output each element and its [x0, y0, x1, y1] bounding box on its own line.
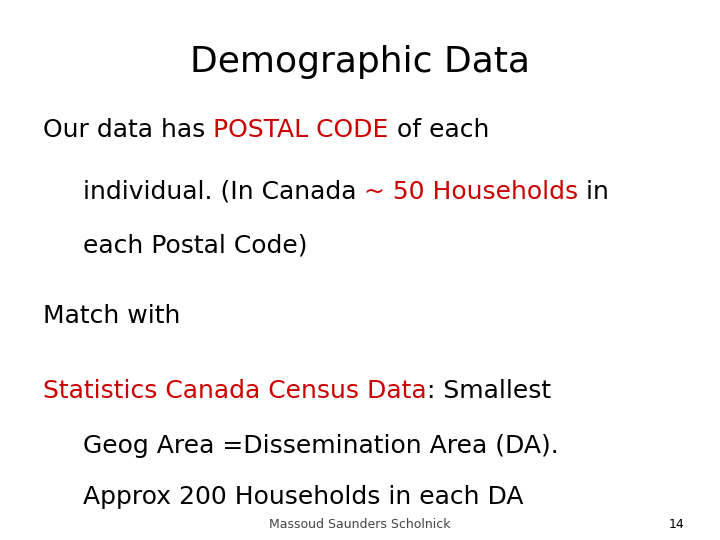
Text: Statistics Canada Census Data: Statistics Canada Census Data — [43, 380, 427, 403]
Text: each Postal Code): each Postal Code) — [83, 234, 307, 258]
Text: Our data has: Our data has — [43, 118, 213, 141]
Text: Geog Area =Dissemination Area (DA).: Geog Area =Dissemination Area (DA). — [83, 434, 559, 457]
Text: individual. (In Canada: individual. (In Canada — [83, 180, 364, 204]
Text: : Smallest: : Smallest — [427, 380, 551, 403]
Text: ~ 50 Households: ~ 50 Households — [364, 180, 578, 204]
Text: Massoud Saunders Scholnick: Massoud Saunders Scholnick — [269, 518, 451, 531]
Text: Match with: Match with — [43, 304, 181, 328]
Text: Approx 200 Households in each DA: Approx 200 Households in each DA — [83, 485, 523, 509]
Text: of each: of each — [389, 118, 489, 141]
Text: 14: 14 — [668, 518, 684, 531]
Text: in: in — [578, 180, 609, 204]
Text: Demographic Data: Demographic Data — [190, 45, 530, 79]
Text: POSTAL CODE: POSTAL CODE — [213, 118, 389, 141]
